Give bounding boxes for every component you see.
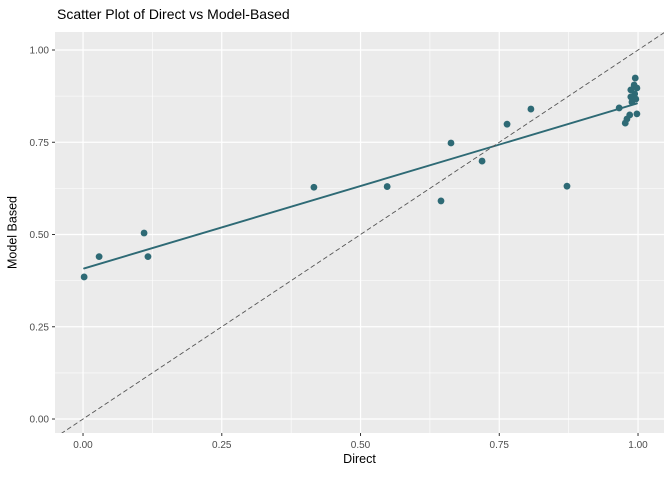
data-point	[80, 273, 88, 281]
data-point	[447, 139, 455, 147]
data-point	[503, 120, 511, 128]
y-tick-label: 0.50	[30, 230, 50, 241]
data-point	[383, 183, 391, 190]
x-tick-label: 0.25	[212, 440, 232, 451]
fit-line	[83, 102, 638, 270]
data-point	[310, 183, 318, 191]
data-point	[437, 197, 445, 205]
y-tick-label: 0.25	[30, 322, 50, 333]
data-point	[527, 105, 535, 113]
x-tick-label: 0.00	[73, 440, 93, 451]
plot-title: Scatter Plot of Direct vs Model-Based	[57, 6, 290, 22]
x-tick-label: 0.75	[490, 440, 510, 451]
y-tick-label: 0.00	[30, 415, 50, 426]
data-point	[95, 253, 103, 261]
x-axis-title: Direct	[343, 452, 376, 466]
identity-line	[61, 32, 664, 433]
x-tick-label: 1.00	[628, 440, 648, 451]
data-point	[633, 84, 641, 92]
y-tick-label: 0.75	[30, 138, 50, 149]
data-point	[144, 253, 152, 261]
x-tick-label: 0.50	[351, 440, 371, 451]
data-point	[563, 182, 571, 190]
data-point	[621, 119, 629, 127]
data-point	[140, 229, 148, 237]
data-point	[631, 74, 639, 82]
data-point	[633, 110, 641, 118]
panel-background	[55, 32, 664, 433]
y-tick-label: 1.00	[30, 46, 50, 57]
data-point	[478, 157, 486, 165]
